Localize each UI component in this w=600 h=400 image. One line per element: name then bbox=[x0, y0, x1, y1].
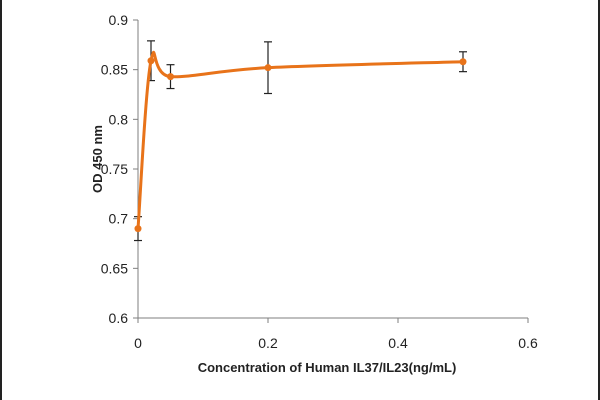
x-tick-label: 0 bbox=[134, 335, 142, 351]
x-tick-label: 0.6 bbox=[518, 335, 538, 351]
series-line bbox=[136, 51, 464, 229]
y-tick-label: 0.7 bbox=[109, 211, 129, 227]
series-layer bbox=[134, 40, 467, 242]
y-tick-label: 0.65 bbox=[101, 260, 128, 276]
data-point bbox=[147, 57, 155, 65]
y-tick-label: 0.9 bbox=[109, 12, 129, 28]
y-tick-label: 0.75 bbox=[101, 161, 128, 177]
data-point bbox=[167, 73, 174, 81]
data-point bbox=[459, 58, 467, 66]
x-tick-label: 0.4 bbox=[388, 335, 408, 351]
x-tick-label: 0.2 bbox=[258, 335, 278, 351]
y-tick-label: 0.6 bbox=[109, 310, 129, 326]
y-tick-labels: 0.6 0.65 0.7 0.75 0.8 0.85 0.9 bbox=[101, 12, 138, 326]
x-axis-title: Concentration of Human IL37/IL23(ng/mL) bbox=[198, 360, 457, 375]
y-tick-label: 0.8 bbox=[109, 111, 129, 127]
y-tick-label: 0.85 bbox=[101, 62, 128, 78]
x-tick-labels: 0 0.2 0.4 0.6 bbox=[134, 318, 538, 351]
data-point bbox=[134, 225, 142, 233]
y-axis-title: OD 450 nm bbox=[90, 125, 105, 193]
data-point bbox=[264, 64, 272, 72]
